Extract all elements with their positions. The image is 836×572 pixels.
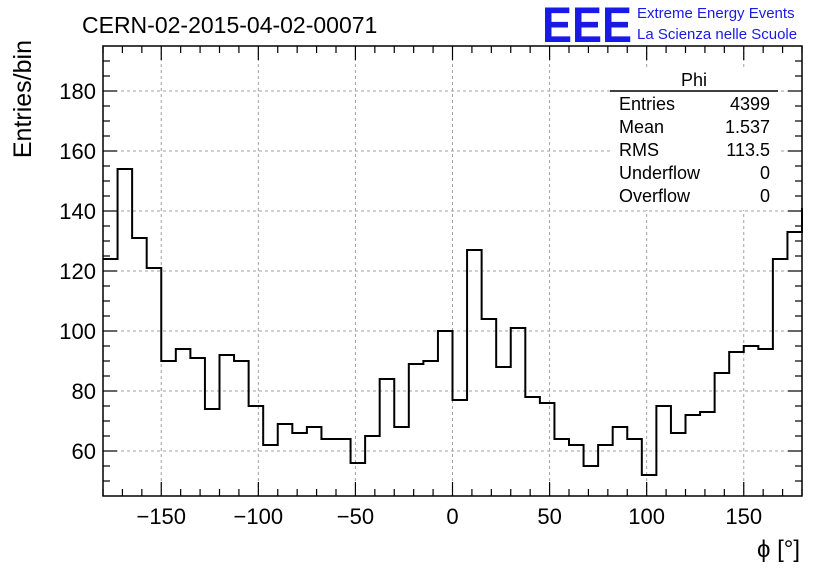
x-tick-label: 0 bbox=[446, 504, 458, 529]
stats-box: Phi Entries 4399 Mean 1.537 RMS 113.5 Underflo… bbox=[610, 70, 778, 210]
eee-logo-line1: Extreme Energy Events bbox=[637, 5, 795, 22]
stats-row-value: 4399 bbox=[730, 94, 770, 114]
x-tick-label: 100 bbox=[628, 504, 665, 529]
stats-row-value: 0 bbox=[760, 186, 770, 206]
stats-row-label: Overflow bbox=[619, 186, 691, 206]
stats-row-label: Underflow bbox=[619, 163, 701, 183]
y-tick-label: 60 bbox=[72, 439, 96, 464]
histogram-series bbox=[103, 168, 803, 476]
x-tick-label: −150 bbox=[136, 504, 186, 529]
y-tick-label: 140 bbox=[59, 199, 96, 224]
axis-ticks bbox=[102, 46, 803, 496]
x-tick-labels: −150 −100 −50 0 50 100 150 bbox=[136, 504, 762, 529]
run-title: CERN-02-2015-04-02-00071 bbox=[82, 12, 377, 38]
stats-row-value: 1.537 bbox=[725, 117, 770, 137]
x-tick-label: 150 bbox=[725, 504, 762, 529]
y-tick-label: 160 bbox=[59, 139, 96, 164]
x-tick-label: −50 bbox=[337, 504, 374, 529]
stats-row-value: 0 bbox=[760, 163, 770, 183]
y-tick-label: 100 bbox=[59, 319, 96, 344]
stats-row-label: Mean bbox=[619, 117, 664, 137]
y-tick-label: 80 bbox=[72, 379, 96, 404]
y-tick-labels: 60 80 100 120 140 160 180 bbox=[59, 79, 96, 464]
stats-box-rows: Entries 4399 Mean 1.537 RMS 113.5 Underflow 0 Ov… bbox=[619, 94, 770, 206]
eee-logo: EEE Extreme Energy Events La Scienza nel… bbox=[542, 0, 797, 53]
stats-row-value: 113.5 bbox=[726, 140, 770, 160]
eee-logo-mark: EEE bbox=[542, 0, 632, 53]
stats-box-title: Phi bbox=[681, 70, 707, 90]
y-axis-label: Entries/bin bbox=[9, 40, 37, 158]
x-tick-label: −100 bbox=[234, 504, 284, 529]
stats-row-label: RMS bbox=[619, 140, 659, 160]
eee-logo-line2: La Scienza nelle Scuole bbox=[637, 26, 797, 43]
stats-box-bg bbox=[610, 70, 778, 210]
y-tick-label: 180 bbox=[59, 79, 96, 104]
x-axis-label: ϕ [°] bbox=[757, 536, 800, 563]
x-tick-label: 50 bbox=[537, 504, 561, 529]
stats-row-label: Entries bbox=[619, 94, 675, 114]
y-tick-label: 120 bbox=[59, 259, 96, 284]
